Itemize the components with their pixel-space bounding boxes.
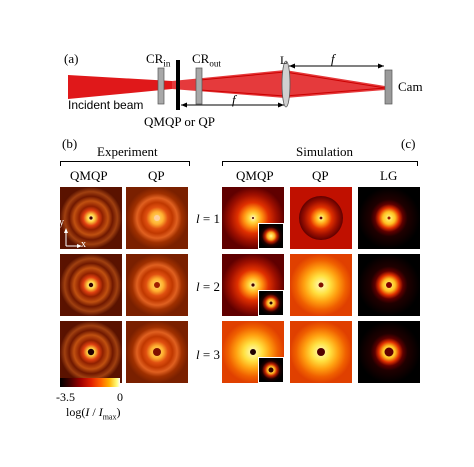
sim-col-qmqp: QMQP <box>236 168 274 183</box>
incident-beam-label: Incident beam <box>68 98 144 112</box>
sim-qmqp-l1-inset <box>258 223 284 249</box>
colorbar-min: -3.5 <box>56 390 75 404</box>
sim-qp-l1-image <box>290 187 352 249</box>
beam-to-lens <box>172 70 285 98</box>
row-label-3: l = 3 <box>196 347 220 362</box>
experiment-title: Experiment <box>97 144 158 159</box>
simulation-title: Simulation <box>296 144 354 159</box>
exp-qmqp-l3-image <box>60 321 122 383</box>
experiment-divider <box>60 161 190 162</box>
plate-label: QMQP or QP <box>144 114 216 129</box>
focal-label-bottom: f <box>232 92 236 107</box>
sim-col-qp: QP <box>312 168 329 183</box>
exp-qp-l2-image <box>126 254 188 316</box>
cr-out-crystal <box>195 67 203 105</box>
colorbar <box>60 378 120 387</box>
sim-qmqp-l1-image <box>222 187 284 249</box>
axis-y-label: y <box>59 217 64 228</box>
exp-col-qmqp: QMQP <box>70 168 108 183</box>
sim-qmqp-l3-image <box>222 321 284 383</box>
sim-qp-l2-image <box>290 254 352 316</box>
cr-in-crystal <box>157 67 165 105</box>
setup-diagram <box>68 60 393 110</box>
panel-a-label: (a) <box>64 51 79 66</box>
row-label-2: l = 2 <box>196 279 220 294</box>
lens <box>281 60 291 108</box>
colorbar-max: 0 <box>117 390 123 404</box>
sim-qmqp-l3-inset <box>258 357 284 383</box>
exp-qmqp-l1-image <box>60 187 122 249</box>
lens-label: L <box>280 53 288 67</box>
beam-to-camera <box>285 70 385 98</box>
exp-qp-l1-image <box>126 187 188 249</box>
panel-c-label: (c) <box>401 136 416 151</box>
sim-lg-l1-image <box>358 187 420 249</box>
simulation-divider <box>222 161 418 162</box>
sim-lg-l2-image <box>358 254 420 316</box>
sim-lg-l3-image <box>358 321 420 383</box>
sim-qp-l3-image <box>290 321 352 383</box>
colorbar-label: log(I / Imax) <box>66 405 121 422</box>
exp-qmqp-l2-image <box>60 254 122 316</box>
sim-qmqp-l2-image <box>222 254 284 316</box>
panel-b-label: (b) <box>62 136 78 151</box>
exp-qp-l3-image <box>126 321 188 383</box>
exp-col-qp: QP <box>148 168 165 183</box>
axis-x-label: x <box>81 239 86 250</box>
incident-beam <box>68 75 172 99</box>
sim-qmqp-l2-inset <box>258 290 284 316</box>
cr-in-label: CRin <box>146 51 171 69</box>
qmqp-plate <box>176 60 180 110</box>
row-label-1: l = 1 <box>196 211 220 226</box>
camera <box>384 69 393 105</box>
sim-col-lg: LG <box>380 168 398 183</box>
cr-out-label: CRout <box>192 51 221 69</box>
xy-axes-indicator <box>64 228 82 248</box>
camera-label: Cam <box>398 79 423 94</box>
focal-label-top: f <box>331 51 335 66</box>
